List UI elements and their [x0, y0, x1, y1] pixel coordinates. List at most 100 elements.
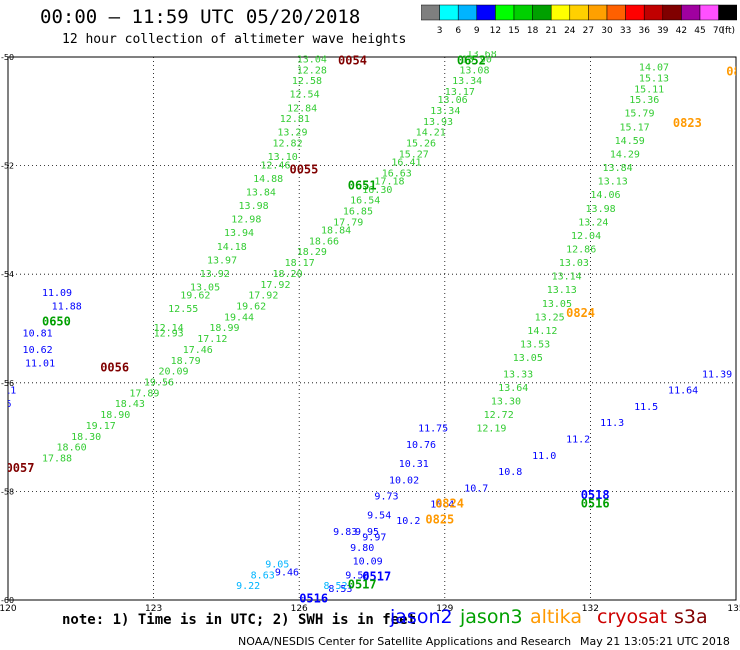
- wave-height-label: 11.5: [634, 402, 658, 413]
- wave-height-label: 11.11: [0, 386, 16, 397]
- wave-height-label: 13.33: [503, 369, 533, 380]
- wave-height-label: 9.95: [355, 527, 379, 538]
- wave-height-label: 10.81: [23, 329, 53, 340]
- wave-height-label: 16.54: [350, 196, 380, 207]
- colorbar-tick-label: 42: [676, 26, 687, 36]
- wave-height-label: 9.22: [236, 581, 260, 592]
- pass-time-label: 0823: [673, 116, 702, 130]
- wave-height-label: 16.63: [382, 168, 412, 179]
- wave-height-label: 13.17: [445, 87, 475, 98]
- wave-height-label: 12.55: [168, 304, 198, 315]
- wave-height-label: 15.13: [639, 73, 669, 84]
- colorbar-tick-label: 30: [601, 26, 613, 36]
- colorbar-tick-label: 39: [657, 26, 669, 36]
- wave-height-label: 13.64: [498, 383, 528, 394]
- pass-time-label: 0518: [581, 488, 610, 502]
- wave-height-label: 13.05: [513, 353, 543, 364]
- wave-height-label: 13.90: [462, 54, 492, 65]
- wave-height-label: 9.73: [374, 492, 398, 503]
- pass-time-label: 0825: [425, 513, 454, 527]
- pass-time-label: 0056: [100, 361, 129, 375]
- pass-time-label: 0824: [566, 306, 595, 320]
- wave-height-label: 13.34: [452, 76, 482, 87]
- wave-height-label: 13.10: [268, 152, 298, 163]
- wave-height-label: 17.46: [183, 345, 213, 356]
- wave-height-label: 10.4: [430, 500, 454, 511]
- wave-height-label: 13.98: [239, 201, 269, 212]
- wave-height-label: 13.98: [586, 204, 616, 215]
- pass-time-label: 0057: [6, 461, 35, 475]
- wave-height-label: 20.09: [158, 367, 188, 378]
- y-tick-label: -58: [1, 487, 14, 496]
- wave-height-label: 10.7: [464, 483, 488, 494]
- colorbar-tick-label: 36: [638, 26, 650, 36]
- legend-jason2: jason2: [390, 606, 453, 628]
- wave-height-label: 13.84: [246, 187, 276, 198]
- colorbar-tick-label: 6: [455, 26, 461, 36]
- wave-height-label: 13.93: [423, 117, 453, 128]
- colorbar-tick-label: 12: [490, 26, 501, 36]
- y-tick-label: -50: [1, 53, 14, 62]
- colorbar-tick-label: 18: [527, 26, 539, 36]
- wave-height-label: 18.17: [285, 258, 315, 269]
- wave-height-label: 13.94: [224, 228, 254, 239]
- wave-height-label: 15.17: [620, 122, 650, 133]
- x-tick-label: 132: [582, 604, 599, 614]
- wave-height-label: 13.03: [559, 258, 589, 269]
- colorbar-tick-label: 27: [583, 26, 594, 36]
- credit-text: NOAA/NESDIS Center for Satellite Applica…: [238, 635, 572, 648]
- y-tick-label: -56: [1, 379, 14, 388]
- wave-height-label: 18.43: [115, 399, 145, 410]
- pass-time-label: 0517: [348, 578, 377, 592]
- wave-height-label: 13.05: [190, 282, 220, 293]
- wave-height-label: 18.90: [100, 410, 130, 421]
- y-tick-label: -60: [1, 596, 14, 605]
- wave-height-label: 15.26: [406, 139, 436, 150]
- wave-height-label: 12.54: [289, 90, 319, 101]
- wave-height-label: 13.04: [297, 54, 327, 65]
- wave-height-label: 11.64: [668, 386, 698, 397]
- y-tick-label: -54: [1, 270, 14, 279]
- wave-height-label: 12.58: [292, 76, 322, 87]
- wave-height-label: 13.68: [467, 49, 497, 60]
- wave-height-label: 18.84: [321, 225, 351, 236]
- colorbar-unit: (ft): [721, 26, 735, 36]
- wave-height-label: 14.59: [615, 136, 645, 147]
- wave-height-label: 11.3: [600, 418, 624, 429]
- wave-height-label: 11.0: [532, 451, 556, 462]
- wave-height-label: 17.12: [197, 334, 227, 345]
- wave-height-label: 11.88: [52, 301, 82, 312]
- wave-height-label: 10.31: [399, 459, 429, 470]
- wave-height-label: 18.79: [171, 356, 201, 367]
- wave-height-label: 13.84: [603, 163, 633, 174]
- x-tick-label: 123: [145, 604, 162, 614]
- colorbar-tick-label: 70: [713, 26, 725, 36]
- wave-height-label: 13.13: [598, 177, 628, 188]
- colorbar-swatch: [718, 4, 737, 21]
- wave-height-label: 8.53: [328, 584, 352, 595]
- wave-height-label: 14.88: [253, 174, 283, 185]
- wave-height-label: 15.11: [634, 84, 664, 95]
- page-title: 00:00 – 11:59 UTC 05/20/2018: [40, 6, 361, 28]
- colorbar-tick-label: 3: [437, 26, 443, 36]
- wave-height-label: 14.06: [590, 190, 620, 201]
- wave-height-label: 10.02: [389, 475, 419, 486]
- wave-height-label: 8.63: [251, 570, 275, 581]
- wave-height-label: 16.85: [343, 206, 373, 217]
- data-layer: 11.0911.8810.8110.6211.0111.1111.6610.67…: [0, 49, 736, 605]
- wave-height-label: 12.86: [566, 244, 596, 255]
- wave-height-label: 9.97: [362, 532, 386, 543]
- wave-height-label: 13.13: [547, 285, 577, 296]
- wave-height-label: 16.30: [362, 185, 392, 196]
- wave-height-label: 14.18: [217, 242, 247, 253]
- wave-height-label: 12.93: [154, 329, 184, 340]
- wave-height-label: 12.81: [280, 114, 310, 125]
- wave-height-label: 14.07: [639, 63, 669, 74]
- wave-height-label: 12.46: [260, 160, 290, 171]
- pass-time-label: 0516: [299, 591, 328, 605]
- timestamp: May 21 13:05:21 UTC 2018: [580, 635, 730, 648]
- x-tick-label: 120: [0, 604, 17, 614]
- wave-height-label: 11.75: [418, 424, 448, 435]
- wave-height-label: 13.29: [277, 128, 307, 139]
